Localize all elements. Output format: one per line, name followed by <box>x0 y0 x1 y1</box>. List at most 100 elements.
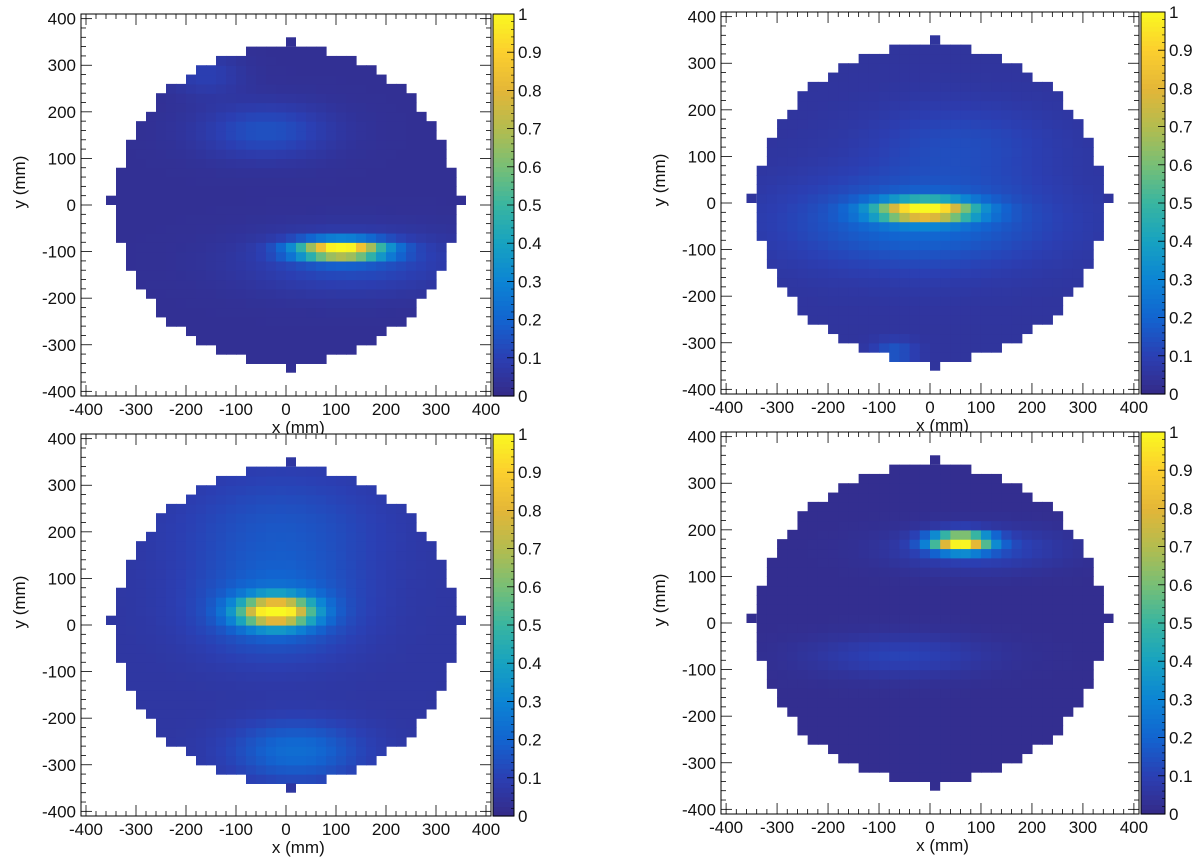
heatmap-cell <box>817 100 829 111</box>
heatmap-cell <box>940 753 951 764</box>
heatmap-cell <box>1011 520 1023 531</box>
heatmap-cell <box>970 744 982 755</box>
heatmap-cell <box>1042 641 1053 652</box>
heatmap-cell <box>1001 72 1013 83</box>
heatmap-cell <box>1062 156 1074 167</box>
heatmap-cell <box>1011 669 1023 680</box>
heatmap-cell <box>1082 230 1094 241</box>
heatmap-cell <box>226 298 237 309</box>
heatmap-cell <box>919 165 931 176</box>
heatmap-cell <box>356 522 367 533</box>
heatmap-cell <box>868 72 880 83</box>
heatmap-cell <box>176 550 187 561</box>
colorbar-band <box>1141 241 1165 247</box>
heatmap-cell <box>919 632 931 643</box>
heatmap-cell <box>919 203 931 213</box>
heatmap-cell <box>446 597 457 607</box>
heatmap-cell <box>868 706 880 717</box>
heatmap-cell <box>1021 100 1033 111</box>
heatmap-cell <box>909 604 921 615</box>
heatmap-cell <box>206 121 217 132</box>
heatmap-cell <box>930 109 941 120</box>
heatmap-cell <box>166 83 177 94</box>
heatmap-cell <box>940 156 951 167</box>
colorbar-band <box>1141 661 1165 667</box>
heatmap-cell <box>828 623 839 633</box>
colorbar-band <box>493 572 514 578</box>
heatmap-cell <box>246 662 257 673</box>
heatmap-cell <box>879 63 890 74</box>
heatmap-cell <box>256 550 267 561</box>
heatmap-cell <box>1001 539 1013 550</box>
heatmap-cell <box>286 699 297 710</box>
heatmap-cell <box>216 242 227 253</box>
heatmap-cell <box>756 221 768 232</box>
heatmap-cell <box>970 473 982 484</box>
heatmap-cell <box>940 230 951 241</box>
heatmap-cell <box>889 632 901 643</box>
heatmap-cell <box>176 121 187 132</box>
heatmap-cell <box>960 352 972 362</box>
colorbar-band <box>493 166 514 173</box>
heatmap-cell <box>176 662 187 673</box>
x-tick-label: 0 <box>925 818 934 837</box>
colorbar-band <box>493 162 514 168</box>
heatmap-cell <box>146 708 157 719</box>
heatmap-cell <box>807 613 819 624</box>
x-tick-label: 300 <box>422 820 450 839</box>
heatmap-cell <box>817 623 829 633</box>
heatmap-cell <box>196 634 207 645</box>
heatmap-cell <box>256 93 267 104</box>
heatmap-cell <box>919 193 931 204</box>
heatmap-cell <box>346 279 357 290</box>
heatmap-cell <box>276 718 287 729</box>
heatmap-cell <box>136 671 147 682</box>
heatmap-cell <box>1052 277 1064 288</box>
y-tick-label: -100 <box>682 241 716 260</box>
heatmap-cell <box>376 205 387 215</box>
heatmap-cell <box>1052 286 1064 297</box>
heatmap-cell <box>930 156 941 167</box>
heatmap-cell <box>828 492 839 503</box>
heatmap-cell <box>436 615 447 626</box>
heatmap-cell <box>899 706 911 717</box>
heatmap-cell <box>226 531 237 542</box>
heatmap-cell <box>766 623 778 633</box>
heatmap-cell <box>256 746 267 757</box>
colorbar-band <box>1141 460 1165 467</box>
heatmap-cell <box>980 678 992 689</box>
heatmap-cell <box>246 46 257 57</box>
heatmap-cell <box>858 277 870 288</box>
colorbar-band <box>1141 222 1165 228</box>
heatmap-cell <box>236 494 247 505</box>
heatmap-cell <box>868 585 880 596</box>
heatmap-cell <box>991 240 1002 251</box>
colorbar-band <box>493 85 514 92</box>
heatmap-cell <box>276 298 287 309</box>
heatmap-cell <box>286 578 297 589</box>
heatmap-cell <box>266 634 277 645</box>
heatmap-cell <box>868 604 880 615</box>
heatmap-cell <box>266 335 277 346</box>
heatmap-cell <box>960 137 972 148</box>
heatmap-cell <box>797 632 809 643</box>
heatmap-cell <box>256 167 267 178</box>
heatmap-cell <box>276 93 287 104</box>
heatmap-cell <box>889 230 901 241</box>
heatmap-cell <box>1001 548 1013 559</box>
heatmap-cell <box>216 83 227 94</box>
heatmap-cell <box>156 718 167 729</box>
heatmap-cell <box>1021 212 1033 223</box>
heatmap-cell <box>286 335 297 346</box>
heatmap-cell <box>296 232 307 243</box>
heatmap-cell <box>817 539 829 550</box>
heatmap-cell <box>848 165 860 176</box>
heatmap-cell <box>1031 175 1043 185</box>
heatmap-cell <box>386 531 397 542</box>
heatmap-cell <box>1062 109 1074 120</box>
colorbar-band <box>493 443 514 449</box>
heatmap-cell <box>366 83 377 94</box>
heatmap-cell <box>766 156 778 167</box>
heatmap-cell <box>919 539 931 550</box>
colorbar-band <box>1141 12 1165 18</box>
